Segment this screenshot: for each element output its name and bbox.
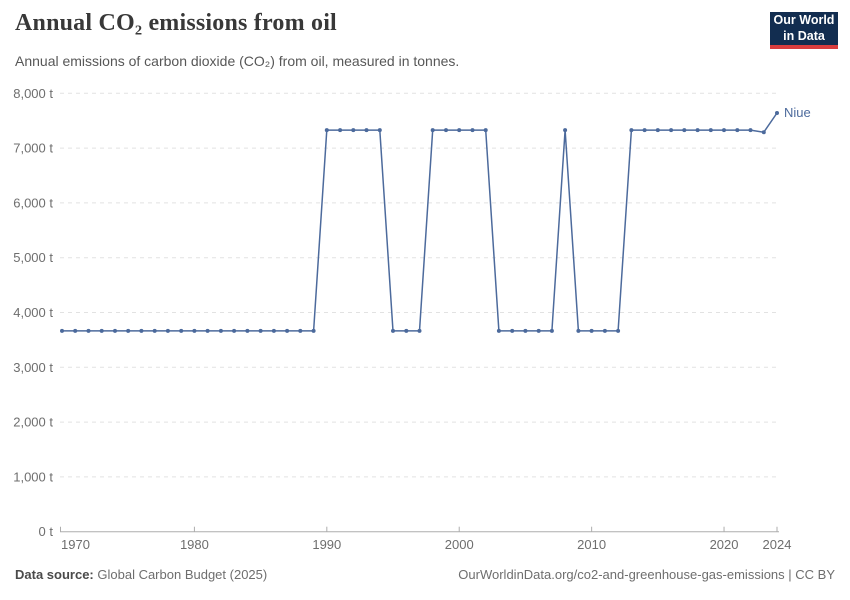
y-axis-label: 6,000 t: [13, 195, 53, 210]
y-axis-label: 8,000 t: [13, 86, 53, 101]
data-point[interactable]: [391, 328, 395, 333]
data-point[interactable]: [722, 128, 726, 133]
data-point[interactable]: [629, 128, 634, 133]
data-point[interactable]: [338, 128, 343, 133]
data-point[interactable]: [86, 328, 91, 333]
data-point[interactable]: [695, 128, 700, 133]
data-point[interactable]: [470, 128, 475, 133]
owid-logo-line1: Our World: [773, 13, 835, 28]
data-source-label: Data source:: [15, 567, 94, 582]
data-point[interactable]: [377, 128, 382, 133]
x-axis-label: 2000: [445, 537, 474, 552]
y-axis-label: 3,000 t: [13, 360, 53, 375]
data-point[interactable]: [60, 328, 64, 333]
chart-footer: Data source: Global Carbon Budget (2025)…: [15, 567, 835, 582]
x-axis-label: 2020: [710, 537, 739, 552]
data-point[interactable]: [417, 328, 422, 333]
chart-title: Annual CO₂ emissions from oil: [15, 10, 337, 36]
data-point[interactable]: [245, 328, 250, 333]
x-axis-label: 2024: [763, 537, 792, 552]
data-point[interactable]: [642, 128, 647, 133]
data-point[interactable]: [126, 328, 131, 333]
data-point[interactable]: [271, 328, 276, 333]
y-axis-label: 0 t: [39, 524, 54, 539]
data-point[interactable]: [708, 128, 713, 133]
data-point[interactable]: [536, 328, 541, 333]
data-point[interactable]: [113, 328, 117, 333]
data-point[interactable]: [205, 328, 210, 333]
data-point[interactable]: [761, 130, 766, 135]
x-axis-label: 2010: [577, 537, 606, 552]
data-point[interactable]: [510, 328, 515, 333]
data-point[interactable]: [496, 328, 501, 333]
data-point[interactable]: [152, 328, 157, 333]
y-axis-label: 2,000 t: [13, 415, 53, 430]
footer-link[interactable]: OurWorldinData.org/co2-and-greenhouse-ga…: [458, 567, 835, 582]
data-point[interactable]: [311, 328, 316, 333]
data-point[interactable]: [324, 128, 329, 133]
data-point[interactable]: [351, 128, 356, 133]
data-point[interactable]: [430, 128, 435, 133]
data-point[interactable]: [364, 128, 369, 133]
data-point[interactable]: [99, 328, 104, 333]
owid-logo-line2: in Data: [783, 28, 825, 43]
data-point[interactable]: [179, 328, 184, 333]
data-point[interactable]: [165, 328, 170, 333]
y-axis-label: 5,000 t: [13, 250, 53, 265]
data-point[interactable]: [602, 328, 607, 333]
data-point[interactable]: [682, 128, 687, 133]
x-axis-label: 1970: [61, 537, 90, 552]
data-point[interactable]: [192, 328, 197, 333]
data-point[interactable]: [258, 328, 263, 333]
data-point[interactable]: [775, 111, 779, 115]
y-axis-label: 7,000 t: [13, 141, 53, 156]
chart-subtitle: Annual emissions of carbon dioxide (CO₂)…: [15, 53, 460, 69]
data-point[interactable]: [563, 128, 568, 133]
data-point[interactable]: [523, 328, 528, 333]
data-point[interactable]: [735, 128, 740, 133]
series-label: Niue: [784, 105, 811, 120]
data-point[interactable]: [298, 328, 303, 333]
data-line[interactable]: [62, 112, 778, 332]
data-point[interactable]: [404, 328, 409, 333]
owid-logo[interactable]: Our World in Data: [770, 12, 838, 49]
y-axis-label: 1,000 t: [13, 469, 53, 484]
data-point[interactable]: [483, 128, 488, 133]
data-point[interactable]: [232, 328, 237, 333]
data-point[interactable]: [576, 328, 581, 333]
data-point[interactable]: [669, 128, 674, 133]
data-point[interactable]: [748, 128, 753, 133]
data-point[interactable]: [285, 328, 290, 333]
x-axis-label: 1980: [180, 537, 209, 552]
x-axis-label: 1990: [312, 537, 341, 552]
data-point[interactable]: [457, 128, 462, 133]
y-axis-label: 4,000 t: [13, 305, 53, 320]
data-point[interactable]: [616, 328, 621, 333]
data-point[interactable]: [655, 128, 660, 133]
data-source-value: Global Carbon Budget (2025): [97, 567, 268, 582]
data-source: Data source: Global Carbon Budget (2025): [15, 567, 267, 582]
data-point[interactable]: [218, 328, 223, 333]
data-point[interactable]: [549, 328, 554, 333]
data-point[interactable]: [444, 128, 448, 133]
data-point[interactable]: [139, 328, 144, 333]
data-point[interactable]: [589, 328, 594, 333]
data-point[interactable]: [73, 328, 78, 333]
